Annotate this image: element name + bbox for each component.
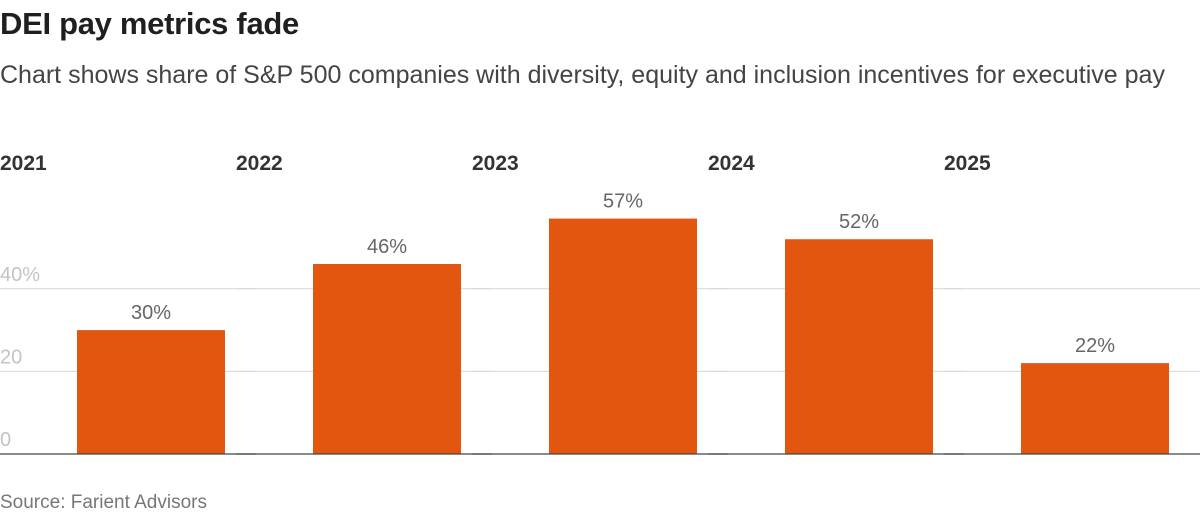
bar	[313, 264, 461, 454]
year-labels: 2021 2022 2023 2024 2025	[0, 152, 991, 175]
bars	[77, 218, 1169, 454]
year-label: 2023	[472, 152, 519, 175]
data-label: 30%	[131, 302, 171, 324]
data-label: 22%	[1075, 335, 1115, 357]
year-label: 2024	[708, 152, 755, 175]
chart-title: DEI pay metrics fade	[0, 6, 299, 41]
data-labels: 30% 46% 57% 52% 22%	[131, 191, 1115, 358]
source-note: Source: Farient Advisors	[0, 492, 207, 513]
y-tick-label: 40%	[0, 264, 40, 286]
year-label: 2021	[0, 152, 47, 175]
bar	[549, 218, 697, 454]
bar	[77, 330, 225, 454]
bar	[1021, 363, 1169, 454]
y-tick-label: 0	[0, 429, 11, 451]
year-label: 2022	[236, 152, 283, 175]
chart-subtitle: Chart shows share of S&P 500 companies w…	[0, 61, 1165, 89]
data-label: 57%	[603, 191, 643, 213]
year-label: 2025	[944, 152, 991, 175]
data-label: 46%	[367, 236, 407, 258]
bar	[785, 239, 933, 454]
data-label: 52%	[839, 211, 879, 233]
y-tick-label: 20	[0, 346, 22, 368]
y-axis-tick-labels: 0 20 40%	[0, 264, 40, 451]
